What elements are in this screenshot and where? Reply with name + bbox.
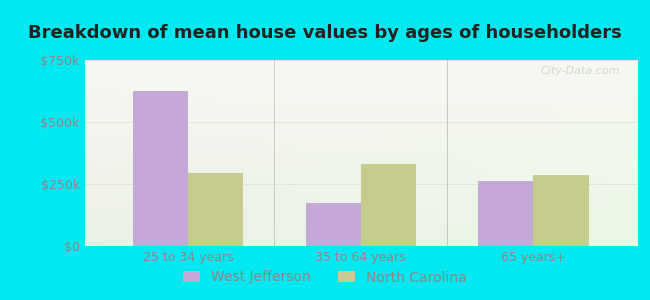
Bar [306, 202, 361, 246]
Bar [133, 91, 188, 246]
Text: City-Data.com: City-Data.com [541, 66, 620, 76]
Text: Breakdown of mean house values by ages of householders: Breakdown of mean house values by ages o… [28, 24, 622, 42]
Bar [534, 175, 589, 246]
Legend: West Jefferson, North Carolina: West Jefferson, North Carolina [177, 265, 473, 290]
Bar [188, 173, 243, 246]
Bar [478, 181, 534, 246]
Bar [361, 164, 416, 246]
